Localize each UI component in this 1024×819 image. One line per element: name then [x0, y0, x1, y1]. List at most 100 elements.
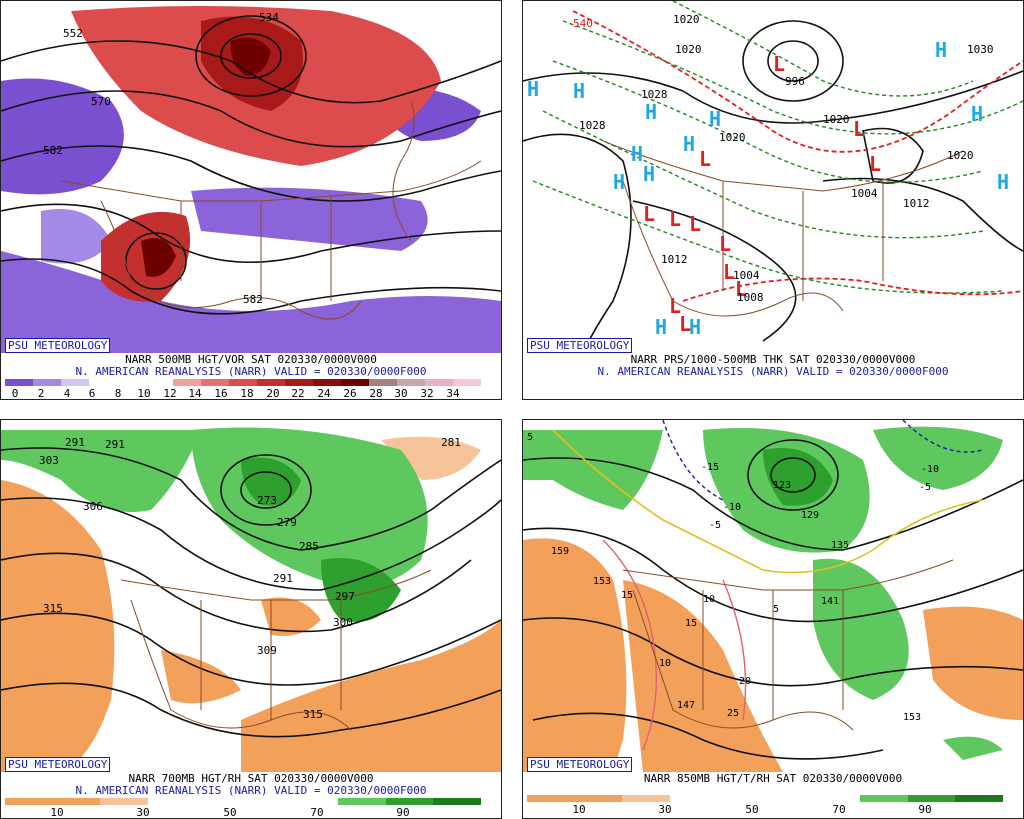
low-center-symbol: L	[643, 202, 655, 226]
low-center-symbol: L	[735, 277, 747, 301]
colorbar-swatch	[195, 798, 243, 805]
contour-label: 291	[273, 572, 293, 585]
colorbar	[5, 379, 481, 386]
colorbar-ticks: 10 30 50 70 90	[5, 807, 481, 819]
contour-label: 300	[333, 616, 353, 629]
colorbar-swatch	[5, 379, 33, 386]
colorbar-tick-label: 30	[394, 387, 408, 400]
dry-area	[381, 436, 481, 480]
panel-surface-pressure-thickness: H H H H H H H H H H H H H L L L L L L L …	[522, 0, 1024, 400]
vorticity-negative-area	[1, 251, 501, 353]
colorbar-swatch	[907, 795, 956, 802]
colorbar-swatch	[33, 379, 61, 386]
panel-caption: NARR 700MB HGT/RH SAT 020330/0000V000	[128, 772, 374, 785]
colorbar-tick-label: 14	[188, 387, 202, 400]
colorbar-tick-label: 18	[240, 387, 254, 400]
colorbar-tick-label: 4	[63, 387, 71, 400]
colorbar-tick-label: 6	[88, 387, 96, 400]
vorticity-negative-area	[41, 209, 111, 264]
contour-label: 309	[257, 644, 277, 657]
high-center-symbol: H	[643, 162, 655, 186]
high-center-symbol: H	[683, 132, 695, 156]
colorbar-swatch	[5, 798, 53, 805]
colorbar-swatch	[229, 379, 257, 386]
colorbar-swatch	[313, 379, 341, 386]
vorticity-max-area	[141, 238, 176, 277]
map-850mb-temp-rh: 5 -15 -10 -5 -10 -5 123 129 159 153 15 1…	[523, 420, 1023, 772]
colorbar-swatch	[257, 379, 285, 386]
isotherm-label: -10	[921, 464, 939, 475]
low-center-symbol: L	[773, 52, 785, 76]
contour-label: 297	[335, 590, 355, 603]
moist-area	[943, 736, 1003, 760]
vorticity-negative-area	[1, 78, 124, 195]
low-center-symbol: L	[869, 152, 881, 176]
contour-label: 153	[593, 576, 611, 587]
colorbar-swatch	[397, 379, 425, 386]
contour-label: 279	[277, 516, 297, 529]
contour-label: 1012	[661, 253, 688, 266]
colorbar-tick-label: 70	[310, 806, 324, 819]
thickness-label: 540	[573, 17, 593, 30]
isotherm-label: -5	[919, 482, 931, 493]
colorbar-tick-label: 12	[163, 387, 177, 400]
colorbar-swatch	[717, 795, 765, 802]
contour-label: 129	[801, 510, 819, 521]
moist-area	[873, 426, 1003, 490]
contour-label: 1030	[967, 43, 994, 56]
map-500mb-vorticity: 552 534 570 582 582	[1, 1, 501, 353]
isotherm-label: 20	[739, 676, 751, 687]
contour-label: 153	[903, 712, 921, 723]
isotherm-label: 5	[773, 604, 779, 615]
colorbar-tick-label: 90	[918, 803, 932, 816]
colorbar-swatch	[453, 379, 481, 386]
isotherm-label: 15	[685, 618, 697, 629]
colorbar-swatch	[860, 795, 908, 802]
colorbar-swatch	[100, 798, 148, 805]
contour-label: 552	[63, 27, 83, 40]
colorbar-swatch	[117, 379, 145, 386]
low-center-symbol: L	[853, 117, 865, 141]
contour-label: 135	[831, 540, 849, 551]
geography-outlines	[120, 569, 432, 731]
contour-label: 1028	[579, 119, 606, 132]
colorbar-tick-label: 50	[223, 806, 237, 819]
contour-label: 291	[65, 436, 85, 449]
contour-label: 303	[39, 454, 59, 467]
contour-labels: 5 -15 -10 -5 -10 -5 123 129 159 153 15 1…	[527, 432, 939, 723]
contour-label: 5	[527, 432, 533, 443]
colorbar-swatch	[955, 795, 1003, 802]
contour-label: 1004	[851, 187, 878, 200]
colorbar-tick-label: 24	[317, 387, 331, 400]
high-center-symbol: H	[971, 102, 983, 126]
contour-labels: 291 291 303 306 273 279 285 291 297 300 …	[39, 436, 461, 721]
colorbar-swatch	[527, 795, 575, 802]
colorbar-swatch	[201, 379, 229, 386]
colorbar-swatch	[285, 379, 313, 386]
colorbar-ticks: 0 2 4 6 8 10 12 14 16 18 20 22 24 26 28 30 32 34	[5, 388, 481, 400]
panel-500mb-vorticity: 552 534 570 582 582 PSU METEOROLOGY NARR…	[0, 0, 502, 400]
contour-label: 159	[551, 546, 569, 557]
colorbar-ticks: 10 30 50 70 90	[527, 804, 1003, 816]
colorbar-swatch	[622, 795, 670, 802]
contour-label: 1020	[673, 13, 700, 26]
isotherm-label: -10	[723, 502, 741, 513]
high-center-symbol: H	[689, 315, 701, 339]
moist-area	[763, 448, 833, 506]
isotherm-label: 10	[703, 594, 715, 605]
isotherm-label: 10	[659, 658, 671, 669]
contour-label: 1020	[719, 131, 746, 144]
colorbar-swatch	[764, 795, 813, 802]
contour-label: 1004	[733, 269, 760, 282]
high-center-symbol: H	[997, 170, 1009, 194]
thickness-lines	[532, 1, 1023, 294]
low-center-symbol: L	[679, 312, 691, 336]
contour-label: 281	[441, 436, 461, 449]
colorbar-swatch	[338, 798, 386, 805]
high-center-symbol: H	[573, 79, 585, 103]
contour-label: 315	[303, 708, 323, 721]
freezing-isotherm	[552, 429, 984, 574]
panel-valid-caption: N. AMERICAN REANALYSIS (NARR) VALID = 02…	[75, 784, 427, 797]
pressure-isobars	[523, 20, 1023, 353]
geography-outlines	[60, 100, 482, 320]
